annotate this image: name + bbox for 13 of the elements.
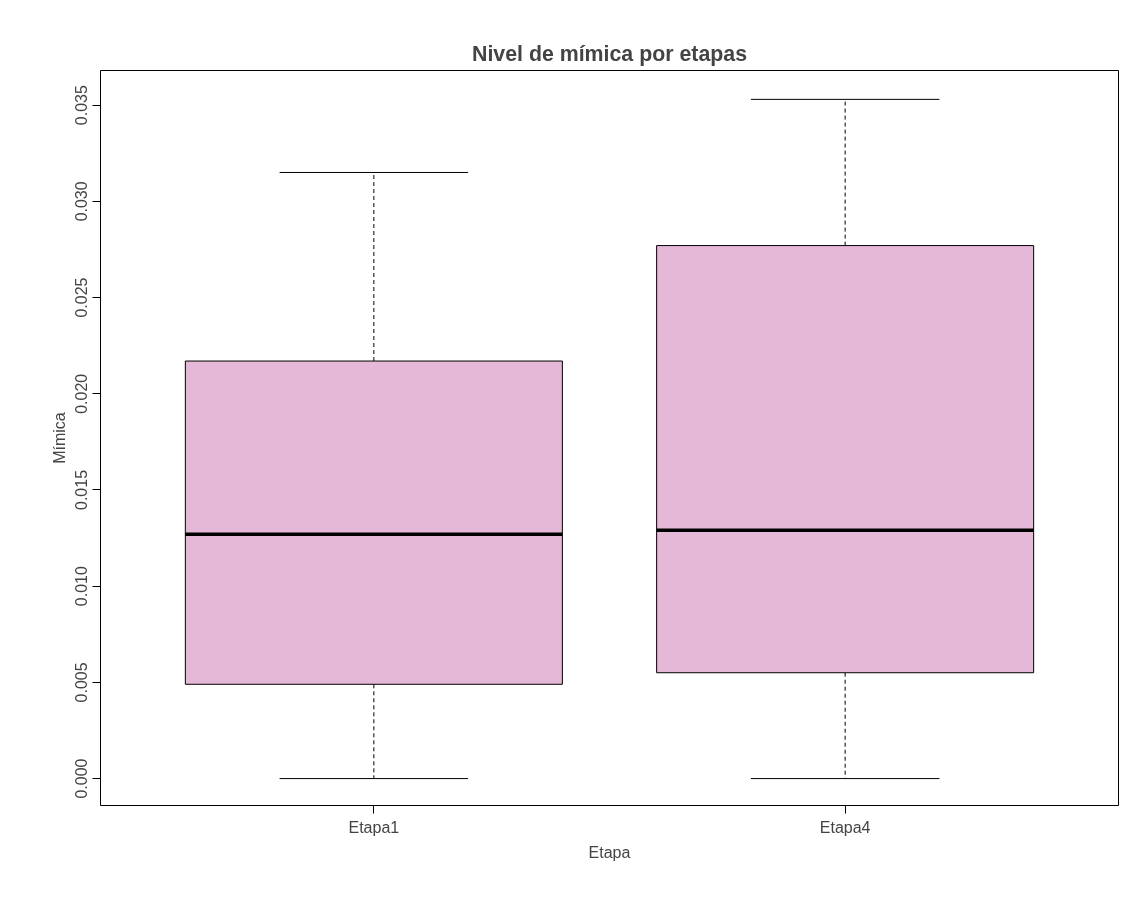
y-tick-label: 0.015 bbox=[73, 469, 91, 510]
y-tick-label: 0.025 bbox=[73, 277, 91, 318]
chart-title: Nivel de mímica por etapas bbox=[472, 41, 748, 66]
y-tick-label: 0.005 bbox=[73, 662, 91, 703]
y-axis-title: Mímica bbox=[50, 412, 68, 464]
x-tick-label: Etapa1 bbox=[348, 818, 400, 836]
y-tick-label: 0.020 bbox=[73, 373, 91, 414]
y-tick-label: 0.035 bbox=[73, 85, 91, 126]
y-tick-label: 0.030 bbox=[73, 181, 91, 222]
y-tick-label: 0.000 bbox=[73, 758, 91, 799]
x-tick-label: Etapa4 bbox=[819, 818, 871, 836]
y-tick-label: 0.010 bbox=[73, 566, 91, 607]
x-axis-title: Etapa bbox=[588, 843, 631, 861]
